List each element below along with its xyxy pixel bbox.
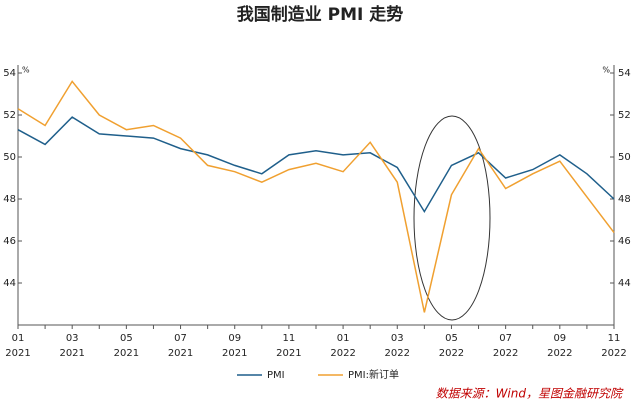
x-tick-label: 2022 (547, 348, 572, 359)
x-tick-label: 2022 (601, 348, 626, 359)
y-tick-label: 52 (3, 110, 16, 121)
x-tick-label: 11 (608, 333, 621, 344)
source-note: 数据来源：Wind，星图金融研究院 (436, 387, 624, 401)
y-tick-label: 48 (3, 194, 16, 205)
x-tick-label: 2021 (222, 348, 247, 359)
x-tick-label: 2021 (59, 348, 84, 359)
x-tick-label: 2022 (385, 348, 410, 359)
x-tick-label: 03 (66, 333, 79, 344)
y-tick-label: 54 (3, 68, 16, 79)
series-line (17, 80, 615, 313)
chart-title: 我国制造业 PMI 走势 (237, 4, 404, 25)
y2-unit: % (602, 66, 610, 75)
y-tick-label: 44 (3, 278, 16, 289)
x-tick-label: 07 (499, 333, 512, 344)
y-tick-label: 46 (3, 236, 16, 247)
x-tick-label: 03 (391, 333, 404, 344)
x-tick-label: 2021 (114, 348, 139, 359)
y2-tick-label: 52 (618, 110, 631, 121)
y2-tick-label: 46 (618, 236, 631, 247)
y2-tick-label: 54 (618, 68, 631, 79)
y2-tick-label: 50 (618, 152, 631, 163)
x-tick-label: 01 (12, 333, 25, 344)
legend-label: PMI (267, 370, 285, 381)
y2-tick-label: 44 (618, 278, 631, 289)
highlight-ellipse (413, 115, 491, 321)
x-tick-label: 11 (283, 333, 296, 344)
x-tick-label: 2021 (5, 348, 30, 359)
y-unit: % (22, 66, 30, 75)
y-tick-label: 50 (3, 152, 16, 163)
x-tick-label: 05 (120, 333, 133, 344)
y2-tick-label: 48 (618, 194, 631, 205)
x-tick-label: 2021 (168, 348, 193, 359)
x-tick-label: 05 (445, 333, 458, 344)
x-tick-label: 01 (337, 333, 350, 344)
x-tick-label: 09 (553, 333, 566, 344)
legend-label: PMI:新订单 (348, 368, 399, 381)
x-tick-label: 07 (174, 333, 187, 344)
x-tick-label: 2022 (439, 348, 464, 359)
x-tick-label: 09 (228, 333, 241, 344)
x-tick-label: 2022 (493, 348, 518, 359)
x-tick-label: 2022 (330, 348, 355, 359)
series-line (17, 116, 615, 214)
x-tick-label: 2021 (276, 348, 301, 359)
